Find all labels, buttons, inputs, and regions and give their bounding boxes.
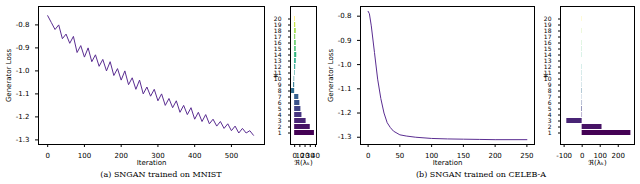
- svg-text:18: 18: [273, 26, 282, 34]
- svg-text:100: 100: [593, 152, 607, 161]
- svg-text:Generator Loss: Generator Loss: [5, 49, 13, 102]
- svg-text:9: 9: [547, 80, 552, 88]
- svg-text:16: 16: [273, 38, 282, 46]
- svg-text:14: 14: [543, 50, 552, 58]
- svg-text:50: 50: [395, 152, 404, 160]
- svg-text:9: 9: [277, 80, 282, 88]
- svg-text:-0.8: -0.8: [338, 12, 352, 20]
- svg-text:300: 300: [151, 152, 165, 161]
- svg-text:12: 12: [273, 62, 282, 70]
- svg-text:3: 3: [547, 116, 552, 124]
- svg-text:20: 20: [543, 14, 552, 22]
- svg-text:-1.2: -1.2: [16, 113, 30, 121]
- svg-text:Iteration: Iteration: [137, 159, 167, 167]
- svg-text:K: K: [272, 72, 279, 77]
- svg-text:100: 100: [78, 152, 91, 160]
- svg-text:500: 500: [225, 152, 238, 160]
- svg-text:0: 0: [366, 152, 370, 160]
- svg-text:-1.2: -1.2: [338, 109, 352, 117]
- svg-text:11: 11: [543, 68, 552, 76]
- svg-text:4: 4: [277, 110, 282, 118]
- svg-text:Generator Loss: Generator Loss: [327, 49, 335, 102]
- svg-text:7: 7: [547, 92, 552, 100]
- svg-text:3: 3: [277, 116, 282, 124]
- svg-text:250: 250: [520, 152, 533, 160]
- svg-text:6: 6: [547, 98, 552, 106]
- svg-text:-1.1: -1.1: [16, 90, 30, 98]
- svg-text:ℜ(λₖ): ℜ(λₖ): [588, 159, 607, 167]
- svg-text:Iteration: Iteration: [433, 159, 463, 167]
- svg-text:1: 1: [278, 129, 282, 136]
- svg-text:8: 8: [547, 86, 552, 94]
- svg-text:16: 16: [543, 38, 552, 46]
- svg-text:-1.3: -1.3: [16, 136, 30, 144]
- svg-text:150: 150: [456, 152, 471, 161]
- html-text:0 10: 0 10: [292, 152, 305, 161]
- svg-text:-1.1: -1.1: [338, 85, 352, 93]
- svg-text:4: 4: [547, 110, 552, 118]
- svg-text:-1.0: -1.0: [16, 67, 30, 75]
- svg-text:20: 20: [273, 14, 282, 22]
- svg-text:7: 7: [277, 92, 282, 100]
- svg-text:19: 19: [543, 20, 552, 28]
- svg-text:-0.9: -0.9: [338, 37, 352, 45]
- svg-text:17: 17: [273, 32, 282, 40]
- svg-text:15: 15: [273, 44, 282, 52]
- svg-text:100: 100: [424, 152, 439, 161]
- svg-text:40: 40: [311, 152, 320, 161]
- svg-text:5: 5: [277, 104, 282, 112]
- svg-text:13: 13: [543, 56, 552, 64]
- svg-text:12: 12: [543, 62, 552, 70]
- svg-text:17: 17: [543, 32, 552, 40]
- svg-text:8: 8: [277, 86, 282, 94]
- html-text:(a) SNGAN trained on MNIST: (a) SNGAN trained on MNIST: [100, 170, 222, 179]
- svg-text:200: 200: [612, 152, 625, 160]
- svg-text:2: 2: [547, 122, 552, 130]
- html-text:(b) SNGAN trained on CELEB-A: (b) SNGAN trained on CELEB-A: [415, 170, 547, 179]
- svg-text:K: K: [542, 72, 549, 77]
- svg-text:13: 13: [273, 56, 282, 64]
- svg-text:-1.0: -1.0: [338, 61, 352, 69]
- svg-text:14: 14: [273, 50, 282, 58]
- svg-text:19: 19: [273, 20, 282, 28]
- svg-text:0: 0: [45, 152, 49, 160]
- svg-text:-100: -100: [556, 152, 572, 160]
- svg-text:-0.8: -0.8: [16, 21, 30, 29]
- svg-text:11: 11: [273, 68, 282, 76]
- svg-text:18: 18: [543, 26, 552, 34]
- svg-text:-1.3: -1.3: [338, 133, 352, 141]
- svg-text:400: 400: [188, 152, 201, 160]
- svg-text:15: 15: [543, 44, 552, 52]
- svg-text:ℜ(λₖ): ℜ(λₖ): [294, 159, 313, 167]
- svg-text:5: 5: [547, 104, 552, 112]
- svg-text:200: 200: [114, 152, 127, 160]
- svg-text:0: 0: [580, 152, 584, 160]
- svg-text:-0.9: -0.9: [16, 44, 30, 52]
- svg-text:1: 1: [548, 129, 552, 136]
- svg-text:2: 2: [277, 122, 282, 130]
- svg-text:200: 200: [488, 152, 501, 160]
- svg-text:6: 6: [277, 98, 282, 106]
